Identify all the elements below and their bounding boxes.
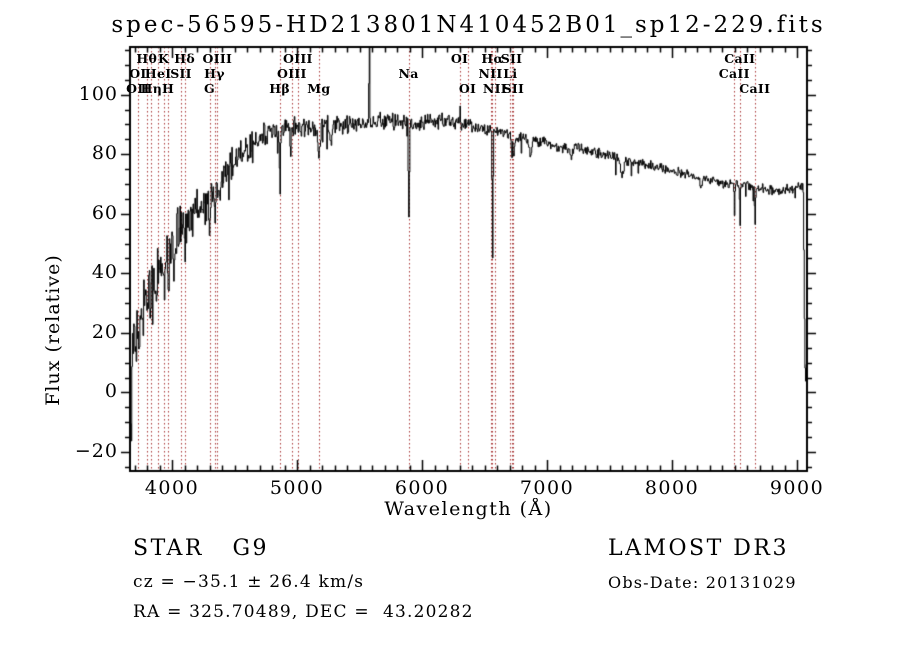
- y-tick-label: 0: [104, 380, 118, 403]
- spectral-line-label: Hδ: [174, 51, 195, 66]
- spectral-line-label: Na: [398, 66, 419, 81]
- x-axis-label: Wavelength (Å): [384, 498, 553, 520]
- x-tick-label: 9000: [769, 477, 825, 499]
- x-tick-label: 5000: [269, 477, 325, 499]
- spectral-line-label: OII: [126, 81, 150, 96]
- spectral-line-label: OI: [458, 81, 477, 96]
- ra-dec-text: RA = 325.70489, DEC = 43.20282: [133, 602, 474, 622]
- y-tick-label: 80: [91, 142, 118, 165]
- spectral-line-label: NII: [482, 81, 507, 96]
- spectral-line-label: Hθ: [136, 51, 158, 66]
- spectral-line-label: SII: [500, 51, 523, 66]
- survey-text: LAMOST DR3: [608, 536, 789, 561]
- x-tick-label: 4000: [144, 477, 200, 499]
- spectral-line-label: HeI: [144, 66, 172, 81]
- classification-text: STAR G9: [133, 536, 270, 561]
- spectral-line-label: CaII: [718, 66, 750, 81]
- spectral-line-label: OI: [129, 66, 147, 81]
- x-tick-label: 6000: [394, 477, 450, 499]
- spectral-line-label: CaII: [724, 51, 756, 66]
- y-tick-label: 40: [91, 261, 118, 284]
- x-tick-label: 7000: [519, 477, 575, 499]
- spectral-line-label: Mg: [307, 81, 331, 96]
- plot-title: spec-56595-HD213801N410452B01_sp12-229.f…: [111, 12, 826, 38]
- obs-date-text: Obs-Date: 20131029: [608, 573, 797, 592]
- spectral-line-label: OI: [450, 51, 469, 66]
- y-tick-label: 60: [91, 201, 118, 224]
- cz-text: cz = −35.1 ± 26.4 km/s: [133, 572, 365, 592]
- spectral-line-label: OIII: [283, 51, 313, 66]
- spectral-line-label: NII: [478, 66, 503, 81]
- y-tick-label: 100: [78, 82, 118, 105]
- spectral-line-label: G: [204, 81, 215, 96]
- spectral-line-label: Hγ: [204, 66, 225, 81]
- spectral-line-label: H: [161, 81, 175, 96]
- spectral-line-label: Hη: [140, 81, 163, 96]
- spectral-line-label: CaII: [739, 81, 771, 96]
- y-tick-label: −20: [74, 439, 118, 462]
- spectral-line-label: K: [158, 51, 170, 66]
- spectral-line-label: OIII: [277, 66, 307, 81]
- spectral-line-label: Hβ: [269, 81, 290, 96]
- spectral-line-label: Li: [503, 66, 518, 81]
- spectral-line-label: SII: [170, 66, 192, 81]
- spectral-line-label: Hα: [481, 51, 504, 66]
- spectral-line-label: OIII: [202, 51, 233, 66]
- x-tick-label: 8000: [644, 477, 700, 499]
- y-tick-label: 20: [91, 320, 118, 343]
- spectral-line-label: SII: [502, 81, 525, 96]
